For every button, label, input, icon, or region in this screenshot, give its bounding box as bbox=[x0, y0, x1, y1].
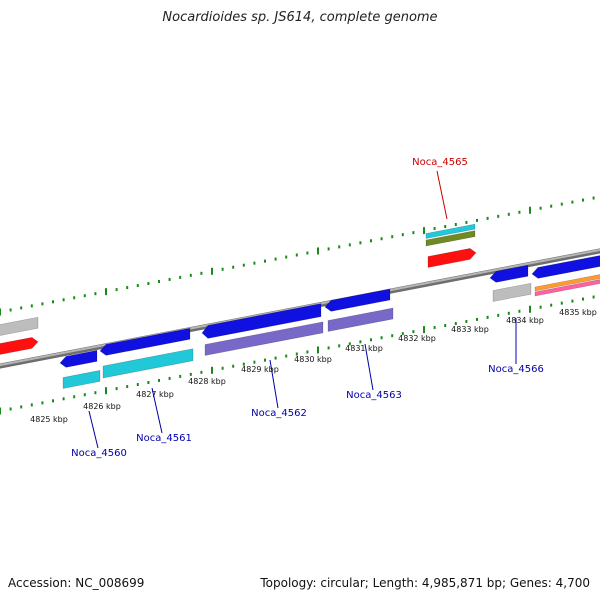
gene-feature bbox=[327, 307, 394, 332]
leader-line bbox=[269, 359, 279, 409]
leader-line bbox=[151, 387, 163, 434]
scale-labels: 4825 kbp 4826 kbp 4827 kbp 4828 kbp 4829 kbp… bbox=[30, 308, 597, 424]
gene-feature bbox=[534, 274, 600, 292]
gene-label: Noca_4565 bbox=[412, 157, 468, 168]
leader-line bbox=[364, 343, 374, 391]
scale-label: 4830 kbp bbox=[294, 355, 332, 364]
gene-label: Noca_4566 bbox=[488, 364, 544, 375]
gene-label: Noca_4561 bbox=[136, 433, 192, 444]
leader-line bbox=[436, 170, 448, 220]
map-title: Nocardioides sp. JS614, complete genome bbox=[162, 10, 438, 25]
scale-label: 4828 kbp bbox=[188, 377, 226, 386]
gene-feature bbox=[0, 337, 39, 355]
gene-feature bbox=[102, 348, 194, 379]
gene-feature bbox=[425, 223, 476, 239]
scale-label: 4834 kbp bbox=[506, 316, 544, 325]
scale-label: 4832 kbp bbox=[398, 334, 436, 343]
gene-label: Noca_4560 bbox=[71, 448, 127, 459]
gene-feature bbox=[204, 321, 324, 356]
outer-tick-track bbox=[0, 196, 595, 316]
gene-label: Noca_4563 bbox=[346, 390, 402, 401]
gene-labels: Noca_4560 Noca_4561 Noca_4562 Noca_4563 Noca… bbox=[71, 157, 544, 459]
gene-feature bbox=[0, 316, 39, 336]
gene-feature bbox=[534, 279, 600, 297]
scale-label: 4827 kbp bbox=[136, 390, 174, 399]
accession-label: Accession: NC_008699 bbox=[8, 576, 145, 590]
genome-stats-label: Topology: circular; Length: 4,985,871 bp… bbox=[260, 576, 590, 590]
gene-features bbox=[0, 223, 600, 389]
scale-label: 4835 kbp bbox=[559, 308, 597, 317]
gene-feature bbox=[62, 370, 101, 389]
gene-feature bbox=[492, 282, 532, 302]
leader-line bbox=[88, 410, 99, 449]
gene-feature bbox=[99, 327, 191, 356]
scale-label: 4833 kbp bbox=[451, 325, 489, 334]
scale-label: 4829 kbp bbox=[241, 365, 279, 374]
gene-feature bbox=[59, 350, 98, 368]
scale-label: 4831 kbp bbox=[345, 344, 383, 353]
gene-feature bbox=[489, 264, 529, 283]
gene-label: Noca_4562 bbox=[251, 408, 307, 419]
gene-feature bbox=[201, 303, 322, 339]
gene-feature bbox=[425, 230, 476, 247]
gene-feature bbox=[427, 248, 477, 268]
gene-feature bbox=[324, 288, 391, 312]
gene-feature bbox=[531, 255, 600, 279]
scale-label: 4826 kbp bbox=[83, 402, 121, 411]
scale-label: 4825 kbp bbox=[30, 415, 68, 424]
inner-tick-track bbox=[0, 295, 595, 415]
